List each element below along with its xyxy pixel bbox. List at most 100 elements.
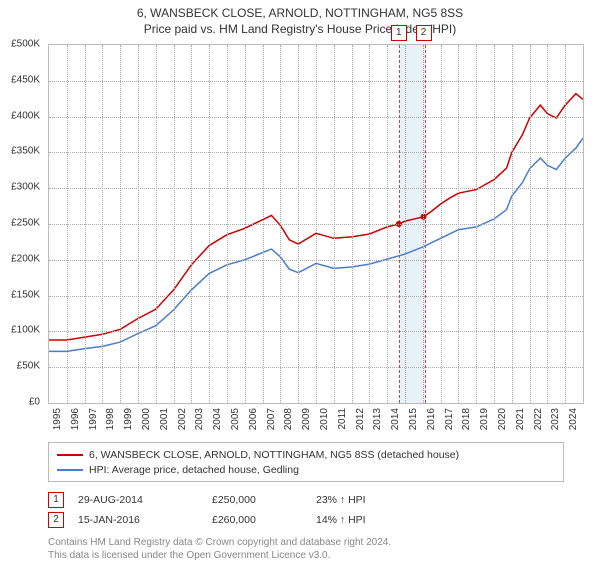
legend-row: 6, WANSBECK CLOSE, ARNOLD, NOTTINGHAM, N…	[57, 447, 555, 462]
sale-marker-1: 1	[48, 492, 64, 508]
gridline-vertical	[352, 45, 353, 403]
gridline-vertical	[85, 45, 86, 403]
gridline-vertical	[423, 45, 424, 403]
legend-box: 6, WANSBECK CLOSE, ARNOLD, NOTTINGHAM, N…	[48, 442, 564, 482]
x-tick-label: 2013	[372, 408, 383, 430]
chart-title-sub: Price paid vs. HM Land Registry's House …	[0, 22, 600, 36]
x-tick-label: 2003	[194, 408, 205, 430]
sale-diff: 23% ↑ HPI	[316, 494, 406, 506]
y-axis-labels: £0£50K£100K£150K£200K£250K£300K£350K£400…	[0, 44, 44, 404]
sale-diff: 14% ↑ HPI	[316, 514, 406, 526]
gridline-vertical	[494, 45, 495, 403]
x-tick-label: 2006	[248, 408, 259, 430]
gridline-vertical	[227, 45, 228, 403]
gridline-vertical	[316, 45, 317, 403]
y-tick-label: £300K	[0, 182, 40, 193]
x-tick-label: 1998	[105, 408, 116, 430]
gridline-vertical	[102, 45, 103, 403]
legend-label-series-1: 6, WANSBECK CLOSE, ARNOLD, NOTTINGHAM, N…	[89, 449, 459, 461]
gridline-vertical	[209, 45, 210, 403]
x-tick-label: 2019	[479, 408, 490, 430]
gridline-vertical	[138, 45, 139, 403]
x-tick-label: 2007	[266, 408, 277, 430]
x-tick-label: 2008	[283, 408, 294, 430]
gridline-vertical	[547, 45, 548, 403]
y-tick-label: £500K	[0, 39, 40, 50]
copyright-block: Contains HM Land Registry data © Crown c…	[48, 536, 584, 562]
sales-table: 1 29-AUG-2014 £250,000 23% ↑ HPI 2 15-JA…	[48, 490, 584, 530]
gridline-vertical	[191, 45, 192, 403]
x-tick-label: 2021	[515, 408, 526, 430]
gridline-vertical	[458, 45, 459, 403]
x-tick-label: 2024	[568, 408, 579, 430]
below-chart-block: 6, WANSBECK CLOSE, ARNOLD, NOTTINGHAM, N…	[48, 442, 584, 562]
x-tick-label: 2016	[426, 408, 437, 430]
title-block: 6, WANSBECK CLOSE, ARNOLD, NOTTINGHAM, N…	[0, 0, 600, 36]
x-tick-label: 1997	[88, 408, 99, 430]
gridline-vertical	[67, 45, 68, 403]
x-tick-label: 2004	[212, 408, 223, 430]
sale-date: 29-AUG-2014	[78, 494, 198, 506]
x-tick-label: 2020	[497, 408, 508, 430]
y-tick-label: £400K	[0, 110, 40, 121]
x-tick-label: 2011	[337, 408, 348, 430]
gridline-vertical	[405, 45, 406, 403]
legend-swatch-series-1	[57, 454, 83, 456]
gridline-vertical	[298, 45, 299, 403]
gridline-vertical	[120, 45, 121, 403]
gridline-vertical	[245, 45, 246, 403]
sale-price: £260,000	[212, 514, 302, 526]
y-tick-label: £100K	[0, 325, 40, 336]
sale-price: £250,000	[212, 494, 302, 506]
sales-row: 2 15-JAN-2016 £260,000 14% ↑ HPI	[48, 510, 584, 530]
sales-row: 1 29-AUG-2014 £250,000 23% ↑ HPI	[48, 490, 584, 510]
x-tick-label: 1996	[70, 408, 81, 430]
gridline-vertical	[156, 45, 157, 403]
sale-marker-on-chart: 2	[416, 25, 432, 41]
gridline-vertical	[174, 45, 175, 403]
y-tick-label: £350K	[0, 146, 40, 157]
legend-swatch-series-2	[57, 469, 83, 471]
x-tick-label: 2012	[355, 408, 366, 430]
x-tick-label: 2005	[230, 408, 241, 430]
x-tick-label: 2023	[550, 408, 561, 430]
x-tick-label: 2014	[390, 408, 401, 430]
y-tick-label: £50K	[0, 361, 40, 372]
y-tick-label: £200K	[0, 253, 40, 264]
gridline-vertical	[387, 45, 388, 403]
y-tick-label: £0	[0, 397, 40, 408]
x-tick-label: 2018	[461, 408, 472, 430]
gridline-vertical	[280, 45, 281, 403]
gridline-vertical	[334, 45, 335, 403]
x-tick-label: 2001	[159, 408, 170, 430]
copyright-line: This data is licensed under the Open Gov…	[48, 549, 584, 562]
y-tick-label: £450K	[0, 74, 40, 85]
page-root: 6, WANSBECK CLOSE, ARNOLD, NOTTINGHAM, N…	[0, 0, 600, 560]
gridline-vertical	[263, 45, 264, 403]
gridline-vertical	[441, 45, 442, 403]
x-tick-label: 2000	[141, 408, 152, 430]
y-tick-label: £150K	[0, 289, 40, 300]
chart-plot-area: 12	[48, 44, 584, 404]
chart-title-main: 6, WANSBECK CLOSE, ARNOLD, NOTTINGHAM, N…	[0, 6, 600, 20]
x-tick-label: 1995	[52, 408, 63, 430]
y-tick-label: £250K	[0, 218, 40, 229]
sale-marker-2: 2	[48, 512, 64, 528]
legend-row: HPI: Average price, detached house, Gedl…	[57, 462, 555, 477]
gridline-vertical	[369, 45, 370, 403]
gridline-vertical	[565, 45, 566, 403]
x-tick-label: 1999	[123, 408, 134, 430]
sale-date: 15-JAN-2016	[78, 514, 198, 526]
legend-label-series-2: HPI: Average price, detached house, Gedl…	[89, 464, 299, 476]
x-tick-label: 2002	[177, 408, 188, 430]
gridline-vertical	[512, 45, 513, 403]
sale-marker-on-chart: 1	[391, 25, 407, 41]
x-tick-label: 2015	[408, 408, 419, 430]
x-axis-labels: 1995 1996 1997 1998 1999 2000 2001 2002 2003 2004…	[48, 404, 584, 444]
x-tick-label: 2022	[533, 408, 544, 430]
gridline-vertical	[530, 45, 531, 403]
copyright-line: Contains HM Land Registry data © Crown c…	[48, 536, 584, 549]
x-tick-label: 2017	[444, 408, 455, 430]
x-tick-label: 2009	[301, 408, 312, 430]
gridline-vertical	[476, 45, 477, 403]
